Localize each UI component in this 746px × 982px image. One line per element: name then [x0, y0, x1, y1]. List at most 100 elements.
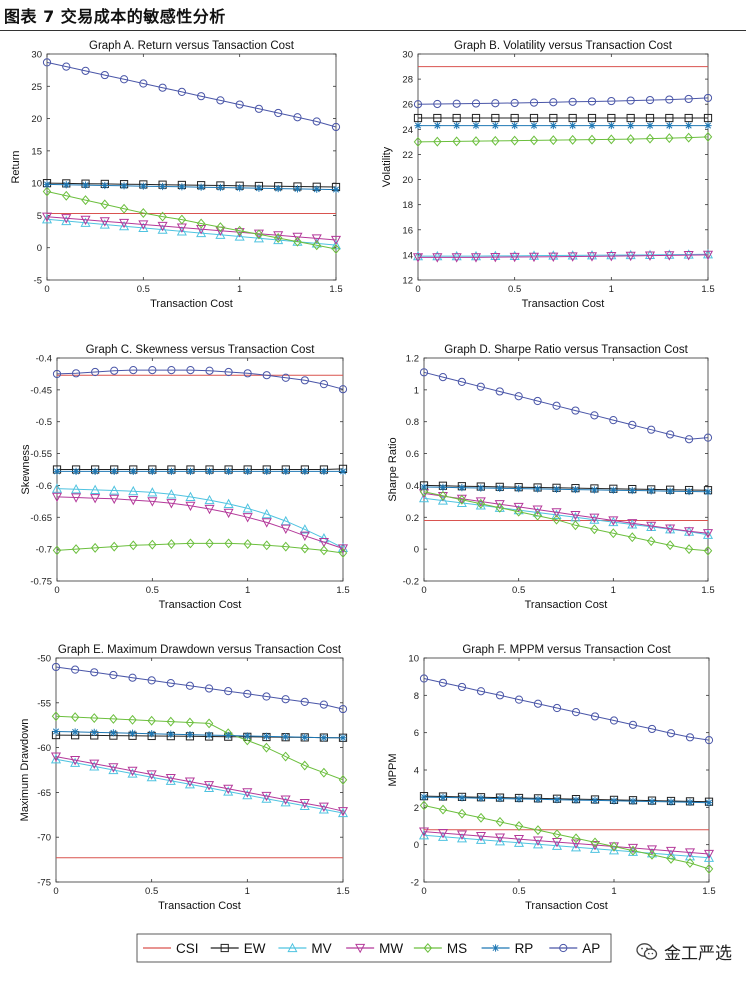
- data-point-mv: [234, 231, 245, 241]
- series-line-ms: [423, 805, 710, 870]
- data-point-rp: [458, 794, 466, 802]
- y-tick-label: 20: [402, 175, 413, 186]
- data-point-ap: [514, 695, 524, 704]
- data-point-ap: [647, 425, 656, 434]
- data-point-ap: [119, 75, 129, 84]
- data-point-mw: [451, 253, 462, 263]
- data-point-ms: [319, 767, 329, 778]
- data-point-mv: [412, 250, 424, 261]
- data-point-rp: [549, 121, 557, 130]
- data-point-mw: [418, 827, 430, 837]
- series-line-rp: [55, 731, 343, 739]
- series-rp: [414, 121, 712, 130]
- x-tick-label: 0.5: [146, 585, 159, 596]
- data-point-rp: [458, 484, 466, 492]
- data-point-ap: [549, 98, 558, 107]
- y-tick-label: -50: [37, 654, 51, 665]
- series-line-ew: [423, 795, 710, 803]
- legend-marker: [423, 943, 433, 953]
- data-point-ap: [319, 380, 329, 389]
- y-tick-label: 15: [31, 146, 42, 157]
- data-point-ms: [331, 244, 341, 254]
- data-point-ap: [626, 96, 635, 105]
- y-tick-label: -0.7: [36, 545, 52, 556]
- y-axis-label: Return: [10, 150, 22, 183]
- series-rp: [53, 467, 347, 476]
- y-tick-label: -0.4: [36, 354, 52, 365]
- data-point-mv: [127, 768, 138, 778]
- data-point-rp: [588, 121, 596, 130]
- data-point-mv: [606, 249, 617, 260]
- data-point-mv: [242, 503, 253, 513]
- plot-area: [46, 53, 337, 281]
- data-point-rp: [178, 183, 186, 191]
- data-point-rp: [496, 484, 504, 492]
- data-point-mv: [470, 250, 482, 261]
- data-point-mv: [551, 840, 563, 850]
- data-point-mv: [337, 807, 349, 818]
- data-point-ew: [549, 113, 558, 123]
- data-point-rp: [320, 467, 328, 476]
- data-point-ap: [338, 704, 348, 714]
- data-point-ms: [476, 498, 486, 509]
- data-point-rp: [205, 467, 214, 476]
- data-point-ms: [471, 136, 481, 147]
- y-tick-label: -0.65: [30, 513, 52, 524]
- data-point-rp: [128, 729, 137, 737]
- data-point-ap: [338, 385, 348, 394]
- series-rp: [43, 180, 340, 194]
- series-mv: [50, 753, 349, 818]
- data-point-ew: [703, 113, 713, 123]
- data-point-rp: [420, 483, 428, 491]
- data-point-ms: [262, 540, 271, 551]
- data-point-mw: [185, 501, 196, 512]
- data-point-mw: [683, 251, 694, 261]
- x-tick-label: 1.5: [336, 886, 349, 897]
- data-point-ms: [312, 240, 321, 251]
- data-point-ms: [607, 134, 616, 145]
- data-point-ap: [91, 367, 100, 377]
- data-point-mw: [108, 763, 119, 773]
- data-point-ap: [100, 70, 109, 80]
- chart-legend: CSI EW MV MW MS RP AP: [136, 933, 612, 963]
- data-point-rp: [646, 121, 654, 130]
- legend-marker: [355, 943, 366, 954]
- data-point-mv: [528, 250, 540, 260]
- data-point-mv: [494, 836, 506, 846]
- data-point-mv: [184, 779, 195, 789]
- y-tick-label: 0.6: [406, 449, 419, 460]
- data-point-mw: [280, 524, 291, 535]
- data-point-mw: [494, 833, 506, 843]
- data-point-ap: [647, 724, 657, 734]
- data-point-ms: [626, 134, 635, 145]
- data-point-mv: [702, 249, 714, 259]
- data-point-mv: [513, 837, 525, 847]
- x-axis-label: Transaction Cost: [522, 298, 605, 310]
- y-tick-label: 24: [402, 125, 413, 136]
- data-point-mw: [71, 493, 82, 503]
- data-point-mw: [61, 214, 72, 224]
- data-point-mv: [223, 498, 234, 509]
- data-point-ms: [438, 804, 448, 815]
- data-point-ms: [491, 135, 500, 146]
- series-line-rp: [423, 486, 709, 493]
- x-tick-label: 1: [611, 886, 616, 897]
- data-point-mv: [157, 224, 168, 234]
- data-point-ap: [186, 366, 195, 375]
- series-mw: [50, 752, 349, 817]
- data-point-ms: [552, 829, 562, 840]
- y-tick-label: 0: [414, 545, 419, 556]
- data-point-ms: [457, 808, 467, 819]
- data-point-mv: [138, 222, 149, 232]
- data-point-ap: [457, 377, 466, 386]
- chart-title: Graph C. Skewness versus Transaction Cos…: [86, 344, 316, 356]
- data-point-rp: [244, 467, 252, 476]
- data-point-mv: [299, 524, 310, 534]
- data-point-ms: [571, 520, 580, 531]
- data-point-ms: [129, 540, 138, 551]
- data-point-ap: [609, 716, 619, 725]
- series-line-ap: [55, 666, 344, 710]
- data-point-ap: [81, 66, 90, 75]
- chart-panel-4: Graph D. Sharpe Ratio versus Transaction…: [387, 344, 715, 611]
- data-point-mv: [204, 494, 215, 505]
